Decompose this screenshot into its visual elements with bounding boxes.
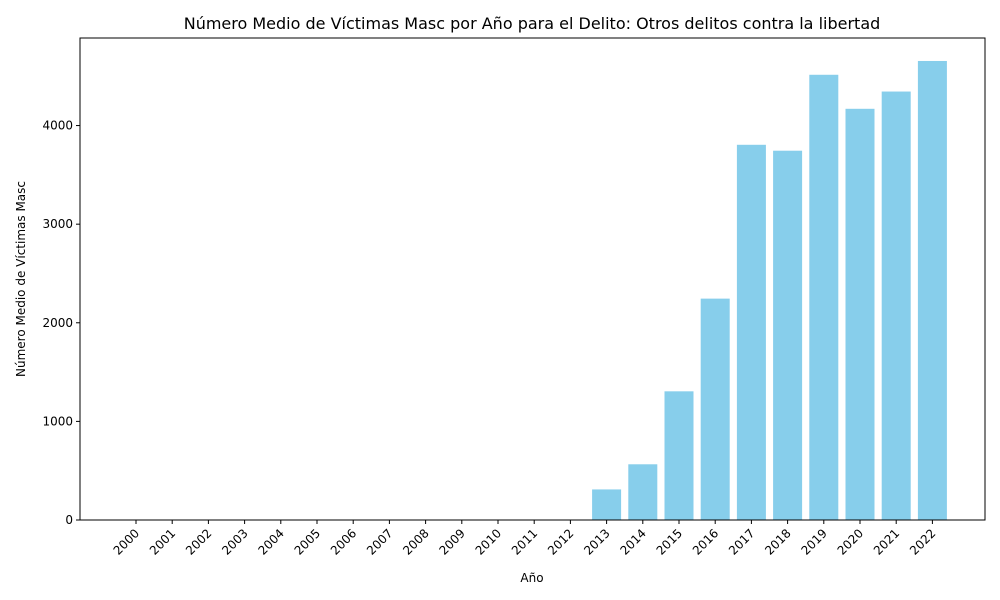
x-tick-label-2008: 2008 — [400, 526, 431, 557]
y-axis-label: Número Medio de Víctimas Masc — [14, 181, 28, 377]
x-tick-label-2005: 2005 — [292, 526, 323, 557]
bars-group — [592, 60, 947, 520]
x-tick-label-2016: 2016 — [690, 526, 721, 557]
bar-2020 — [845, 108, 875, 520]
bar-2013 — [592, 489, 622, 520]
x-tick-label-2006: 2006 — [328, 526, 359, 557]
x-tick-label-2013: 2013 — [581, 526, 612, 557]
x-tick-label-2017: 2017 — [726, 526, 757, 557]
x-tick-label-2004: 2004 — [255, 526, 286, 557]
y-tick-label-3000: 3000 — [42, 217, 73, 231]
y-tick-label-2000: 2000 — [42, 316, 73, 330]
x-tick-label-2007: 2007 — [364, 526, 395, 557]
x-axis-label: Año — [520, 571, 543, 585]
x-tick-label-2002: 2002 — [183, 526, 214, 557]
x-tick-label-2000: 2000 — [111, 526, 142, 557]
x-tick-label-2015: 2015 — [654, 526, 685, 557]
x-tick-label-2012: 2012 — [545, 526, 576, 557]
x-tick-label-2011: 2011 — [509, 526, 540, 557]
bar-2014 — [628, 464, 658, 520]
x-tick-label-2009: 2009 — [436, 526, 467, 557]
bar-2015 — [664, 391, 694, 520]
bar-2016 — [700, 298, 730, 520]
bar-2022 — [917, 60, 947, 520]
x-tick-label-2001: 2001 — [147, 526, 178, 557]
x-tick-label-2019: 2019 — [798, 526, 829, 557]
x-tick-label-2018: 2018 — [762, 526, 793, 557]
x-tick-label-2022: 2022 — [907, 526, 938, 557]
chart-title: Número Medio de Víctimas Masc por Año pa… — [184, 14, 881, 33]
x-tick-label-2021: 2021 — [871, 526, 902, 557]
bar-2017 — [736, 144, 766, 520]
y-tick-label-4000: 4000 — [42, 119, 73, 133]
y-tick-label-0: 0 — [65, 513, 73, 527]
bar-2019 — [809, 74, 839, 520]
x-tick-label-2010: 2010 — [473, 526, 504, 557]
bar-2021 — [881, 91, 911, 520]
x-tick-label-2003: 2003 — [219, 526, 250, 557]
plot-frame — [79, 37, 986, 521]
x-tick-label-2014: 2014 — [617, 526, 648, 557]
x-axis: 2000 2001 2002 2003 2004 2005 2006 2007 2008 2009… — [111, 520, 939, 558]
y-tick-label-1000: 1000 — [42, 414, 73, 428]
y-axis: 0 1000 2000 3000 4000 — [42, 119, 80, 527]
bar-2018 — [773, 150, 803, 520]
x-tick-label-2020: 2020 — [835, 526, 866, 557]
